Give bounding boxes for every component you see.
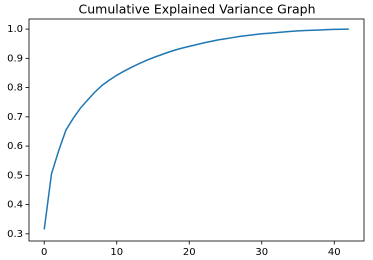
plot-frame [28, 18, 365, 242]
x-tick-label: 40 [328, 247, 341, 258]
y-tick-label: 0.5 [7, 170, 23, 181]
y-tick-label: 0.4 [7, 200, 23, 211]
x-tick-label: 30 [255, 247, 268, 258]
y-tick-label: 0.3 [7, 229, 23, 240]
y-tick-label: 0.9 [7, 53, 23, 64]
y-tick-label: 1.0 [7, 24, 23, 35]
chart-title: Cumulative Explained Variance Graph [79, 2, 316, 17]
x-tick-label: 10 [110, 247, 123, 258]
x-tick-label: 0 [41, 247, 47, 258]
y-tick-label: 0.6 [7, 141, 23, 152]
y-tick-label: 0.8 [7, 83, 23, 94]
y-tick-label: 0.7 [7, 112, 23, 123]
x-tick-label: 20 [183, 247, 196, 258]
data-line [43, 28, 349, 230]
